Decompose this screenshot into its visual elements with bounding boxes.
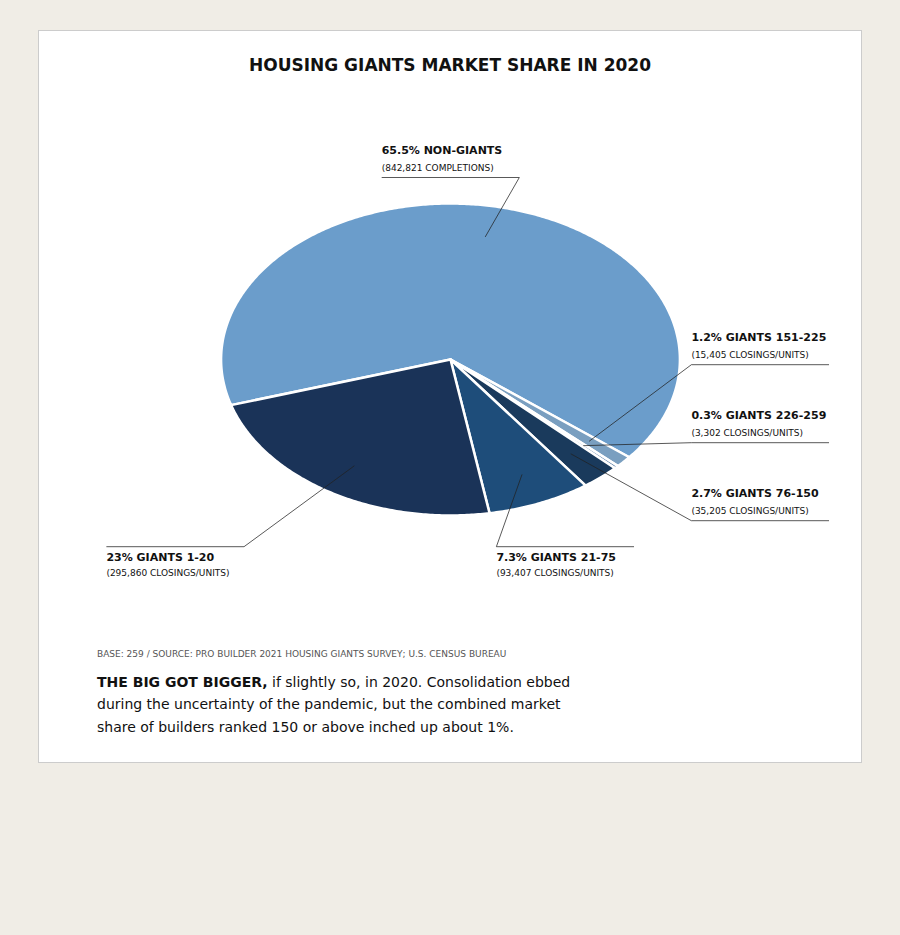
svg-text:(35,205 CLOSINGS/UNITS): (35,205 CLOSINGS/UNITS) xyxy=(691,506,808,516)
svg-text:1.2% GIANTS 151-225: 1.2% GIANTS 151-225 xyxy=(691,331,826,344)
svg-text:(15,405 CLOSINGS/UNITS): (15,405 CLOSINGS/UNITS) xyxy=(691,350,808,360)
svg-text:7.3% GIANTS 21-75: 7.3% GIANTS 21-75 xyxy=(496,551,616,564)
html-text:during the uncertainty of the: during the uncertainty of the pandemic, … xyxy=(97,696,561,713)
svg-text:(3,302 CLOSINGS/UNITS): (3,302 CLOSINGS/UNITS) xyxy=(691,428,803,438)
svg-text:2.7% GIANTS 76-150: 2.7% GIANTS 76-150 xyxy=(691,487,819,500)
svg-text:(842,821 COMPLETIONS): (842,821 COMPLETIONS) xyxy=(382,163,494,173)
svg-text:(295,860 CLOSINGS/UNITS): (295,860 CLOSINGS/UNITS) xyxy=(106,568,229,578)
svg-text:65.5% NON-GIANTS: 65.5% NON-GIANTS xyxy=(382,144,503,157)
svg-text:23% GIANTS 1-20: 23% GIANTS 1-20 xyxy=(106,551,214,564)
html-text:HOUSING GIANTS MARKET SHARE IN: HOUSING GIANTS MARKET SHARE IN 2020 xyxy=(249,55,651,75)
html-text:share of builders ranked 150 o: share of builders ranked 150 or above in… xyxy=(97,718,514,735)
html-text:BASE: 259 / SOURCE: PRO BUILDE: BASE: 259 / SOURCE: PRO BUILDER 2021 HOU… xyxy=(97,649,507,659)
svg-text:(93,407 CLOSINGS/UNITS): (93,407 CLOSINGS/UNITS) xyxy=(496,568,613,578)
html-text:THE BIG GOT BIGGER, if slightl: THE BIG GOT BIGGER, if slightly so, in 2… xyxy=(97,674,571,690)
svg-text:0.3% GIANTS 226-259: 0.3% GIANTS 226-259 xyxy=(691,409,826,422)
